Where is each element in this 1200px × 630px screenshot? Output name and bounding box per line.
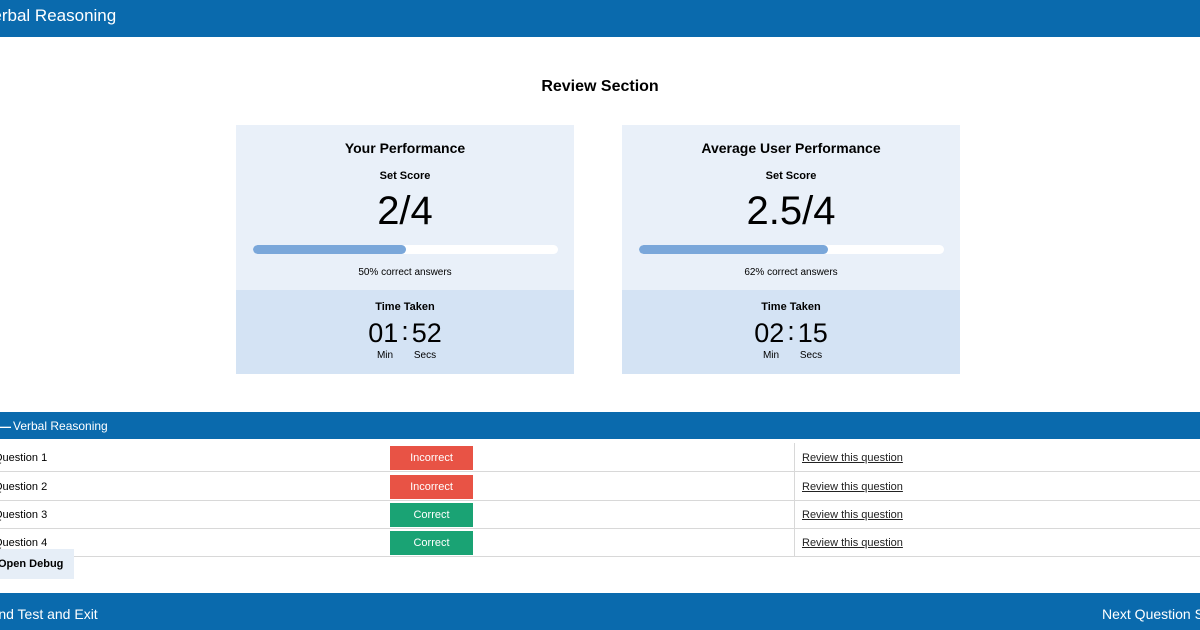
card-heading: Average User Performance — [701, 140, 881, 156]
top-header-bar: Verbal Reasoning — [0, 0, 1200, 37]
min-label: Min — [376, 350, 394, 361]
secs-label: Secs — [413, 350, 437, 361]
your-performance-card: Your Performance Set Score 2/4 50% corre… — [236, 125, 574, 374]
question-row: Question 4 Correct Review this question — [0, 528, 1200, 557]
column-divider — [794, 472, 795, 500]
time-seconds: 52 — [411, 318, 442, 348]
question-row: Question 1 Incorrect Review this questio… — [0, 443, 1200, 472]
score-panel: Average User Performance Set Score 2.5/4… — [622, 125, 960, 290]
review-question-link[interactable]: Review this question — [802, 481, 903, 493]
time-colon: : — [401, 316, 409, 346]
question-label: Question 1 — [0, 452, 48, 464]
set-score-label: Set Score — [379, 170, 431, 182]
secs-label: Secs — [799, 350, 823, 361]
question-label: Question 3 — [0, 509, 48, 521]
score-progress-bar — [253, 245, 558, 254]
question-row: Question 3 Correct Review this question — [0, 500, 1200, 529]
time-seconds: 15 — [797, 318, 828, 348]
time-taken-label: Time Taken — [761, 301, 821, 313]
end-test-button[interactable]: End Test and Exit — [0, 606, 98, 622]
time-units: Min Secs — [622, 350, 960, 361]
review-section-title: Review Section — [541, 78, 659, 95]
set-score-label: Set Score — [765, 170, 817, 182]
status-badge: Incorrect — [390, 475, 473, 499]
question-label: Question 2 — [0, 481, 48, 493]
time-value: 02:15 — [622, 316, 960, 348]
time-value: 01:52 — [236, 316, 574, 348]
min-label: Min — [762, 350, 780, 361]
time-minutes: 01 — [368, 318, 399, 348]
time-minutes: 02 — [754, 318, 785, 348]
score-value: 2/4 — [377, 189, 433, 233]
time-colon: : — [787, 316, 795, 346]
status-badge: Incorrect — [390, 446, 473, 470]
score-panel: Your Performance Set Score 2/4 50% corre… — [236, 125, 574, 290]
status-badge: Correct — [390, 531, 473, 555]
section-header-verbal-reasoning[interactable]: — Verbal Reasoning — [0, 412, 1200, 439]
score-progress-fill — [639, 245, 829, 254]
time-units: Min Secs — [236, 350, 574, 361]
review-question-link[interactable]: Review this question — [802, 509, 903, 521]
test-title: Verbal Reasoning — [0, 6, 117, 25]
column-divider — [794, 443, 795, 471]
section-name: Verbal Reasoning — [13, 419, 108, 433]
score-progress-fill — [253, 245, 406, 254]
open-debug-button[interactable]: Open Debug — [0, 549, 74, 579]
column-divider — [794, 500, 795, 528]
question-row: Question 2 Incorrect Review this questio… — [0, 472, 1200, 501]
score-value: 2.5/4 — [746, 189, 836, 233]
column-divider — [794, 528, 795, 556]
question-label: Question 4 — [0, 537, 48, 549]
minus-icon[interactable]: — — [0, 419, 11, 434]
next-question-set-button[interactable]: Next Question Set — [1102, 606, 1200, 622]
time-panel: Time Taken 01:52 Min Secs — [236, 290, 574, 374]
percent-correct-text: 62% correct answers — [744, 267, 838, 278]
card-heading: Your Performance — [344, 140, 466, 156]
average-performance-card: Average User Performance Set Score 2.5/4… — [622, 125, 960, 374]
review-question-link[interactable]: Review this question — [802, 537, 903, 549]
time-panel: Time Taken 02:15 Min Secs — [622, 290, 960, 374]
status-badge: Correct — [390, 503, 473, 527]
time-taken-label: Time Taken — [375, 301, 435, 313]
percent-correct-text: 50% correct answers — [358, 267, 452, 278]
review-question-link[interactable]: Review this question — [802, 452, 903, 464]
bottom-nav-bar: End Test and Exit Next Question Set — [0, 593, 1200, 630]
score-progress-bar — [639, 245, 944, 254]
